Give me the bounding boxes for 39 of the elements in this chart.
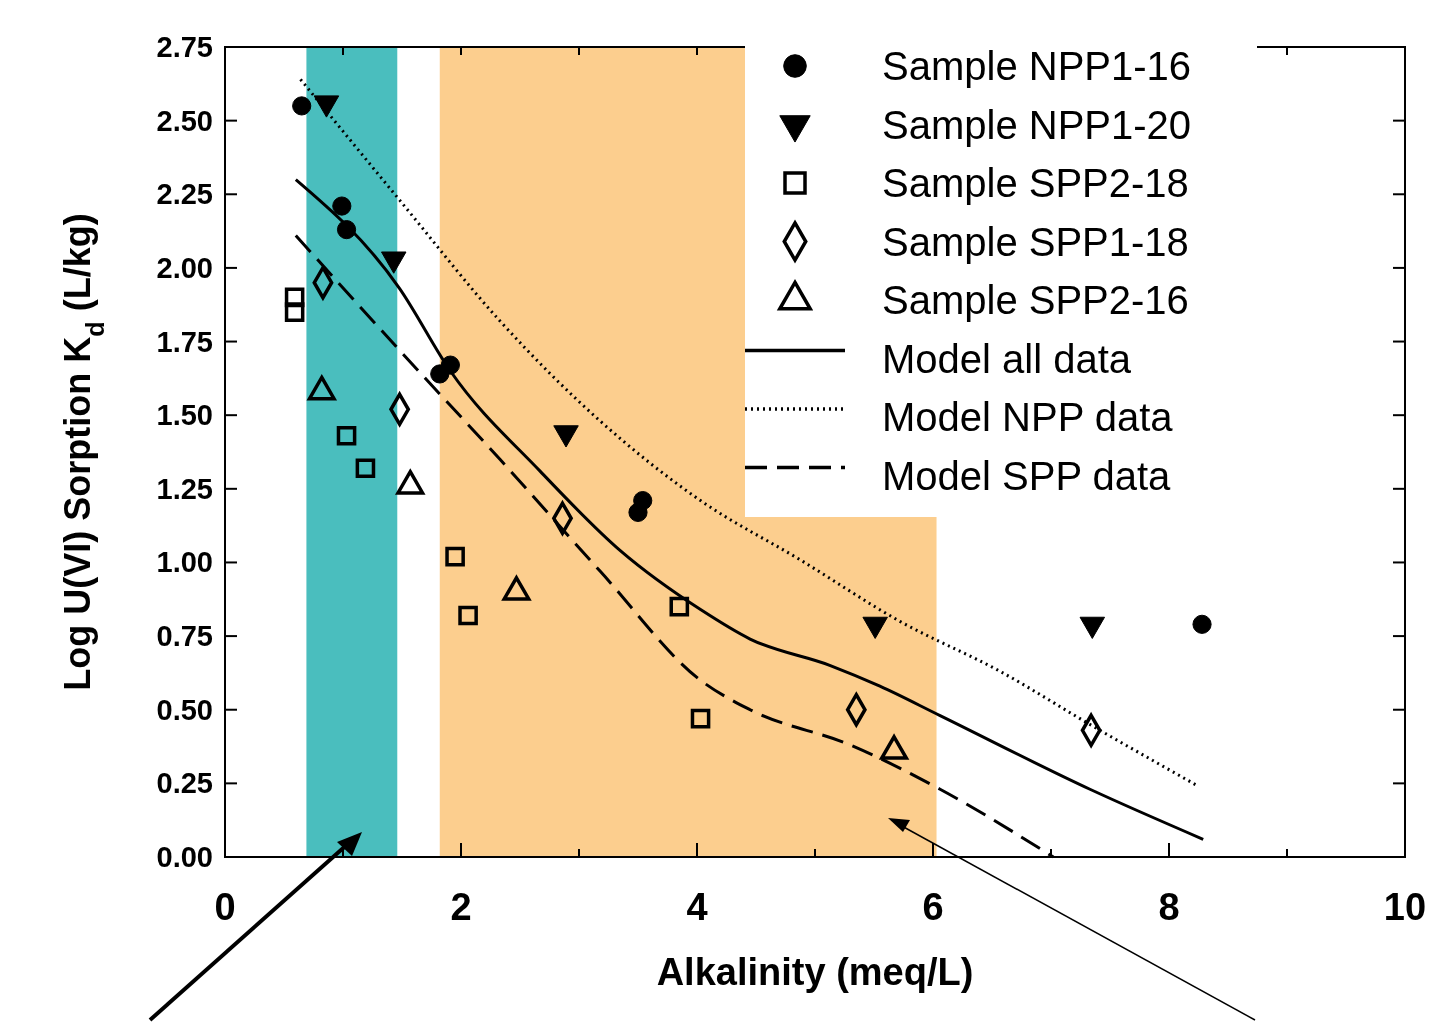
y-tick-label: 2.50 <box>156 104 213 137</box>
legend-label: Sample SPP2-16 <box>882 278 1189 322</box>
point <box>690 708 711 729</box>
legend-label: Sample SPP2-18 <box>882 161 1189 205</box>
legend-label: Model all data <box>882 336 1132 381</box>
point <box>284 302 305 322</box>
point <box>633 491 653 511</box>
point <box>292 96 312 116</box>
y-tick-label: 2.25 <box>156 178 213 211</box>
point <box>284 287 305 308</box>
x-tick-label: 8 <box>1158 886 1180 928</box>
point <box>336 425 357 446</box>
legend-label: Sample NPP1-20 <box>882 102 1192 147</box>
x-tick-label: 10 <box>1383 886 1427 928</box>
legend-label: Sample SPP1-18 <box>882 219 1189 264</box>
y-tick-label: 1.00 <box>156 546 213 579</box>
point <box>1192 614 1212 634</box>
x-axis-title: Alkalinity (meq/L) <box>656 951 974 993</box>
x-tick-label: 6 <box>922 886 944 928</box>
y-tick-label: 0.50 <box>156 693 213 726</box>
point <box>445 546 465 567</box>
legend-label: Model SPP data <box>882 453 1172 498</box>
point <box>332 196 352 216</box>
point <box>669 596 690 617</box>
y-tick-label: 1.50 <box>156 399 213 432</box>
point <box>355 458 376 479</box>
x-tick-label: 0 <box>214 886 236 928</box>
legend-label: Model NPP data <box>882 395 1174 439</box>
point <box>458 605 478 626</box>
y-tick-label: 0.75 <box>156 620 213 653</box>
legend-label: Sample NPP1-16 <box>882 44 1192 88</box>
x-tick-label: 2 <box>450 886 472 928</box>
x-tick-label: 4 <box>686 886 708 928</box>
y-tick-label: 0.00 <box>156 841 213 873</box>
y-tick-label: 1.25 <box>156 472 213 505</box>
y-tick-label: 0.25 <box>156 767 213 800</box>
y-tick-label: 2.00 <box>156 251 213 284</box>
y-tick-label: 2.75 <box>156 31 213 63</box>
y-tick-label: 1.75 <box>156 325 213 358</box>
